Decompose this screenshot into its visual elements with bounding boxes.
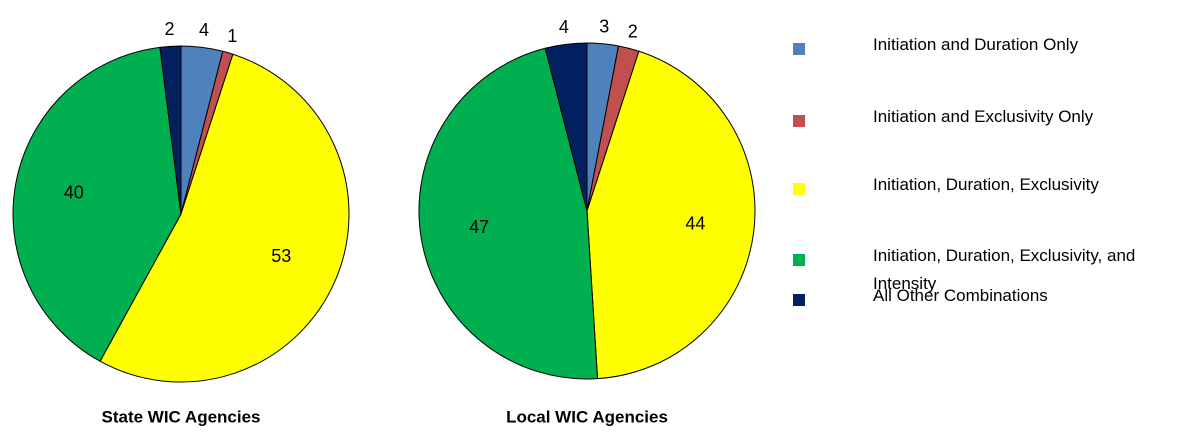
- legend-swatch: [793, 183, 805, 195]
- legend-swatch: [793, 115, 805, 127]
- legend-swatch: [793, 43, 805, 55]
- chart-title: Local WIC Agencies: [506, 407, 668, 426]
- legend-swatch: [793, 294, 805, 306]
- legend-label: Initiation and Exclusivity Only: [873, 107, 1094, 126]
- legend-swatch: [793, 254, 805, 266]
- pie-slice: [99, 53, 350, 383]
- pie-slice: [586, 50, 756, 380]
- legend-label: Initiation and Duration Only: [873, 35, 1079, 54]
- data-label: 40: [64, 182, 84, 202]
- legend-label: Initiation, Duration, Exclusivity: [873, 175, 1099, 194]
- pie-slice: [159, 45, 182, 215]
- data-label: 4: [199, 20, 209, 40]
- data-label: 53: [271, 246, 291, 266]
- pie-slice: [12, 46, 182, 362]
- legend-label: All Other Combinations: [873, 286, 1048, 305]
- pie-slice: [544, 42, 588, 212]
- data-label: 4: [559, 17, 569, 37]
- data-label: 3: [599, 17, 609, 37]
- legend-label: Initiation, Duration, Exclusivity, and I…: [873, 246, 1136, 293]
- data-label: 47: [469, 217, 489, 237]
- data-label: 44: [685, 213, 705, 233]
- pie-slice: [418, 47, 599, 380]
- data-label: 2: [164, 19, 174, 39]
- data-label: 1: [227, 26, 237, 46]
- data-label: 2: [628, 22, 638, 42]
- chart-title: State WIC Agencies: [101, 407, 260, 426]
